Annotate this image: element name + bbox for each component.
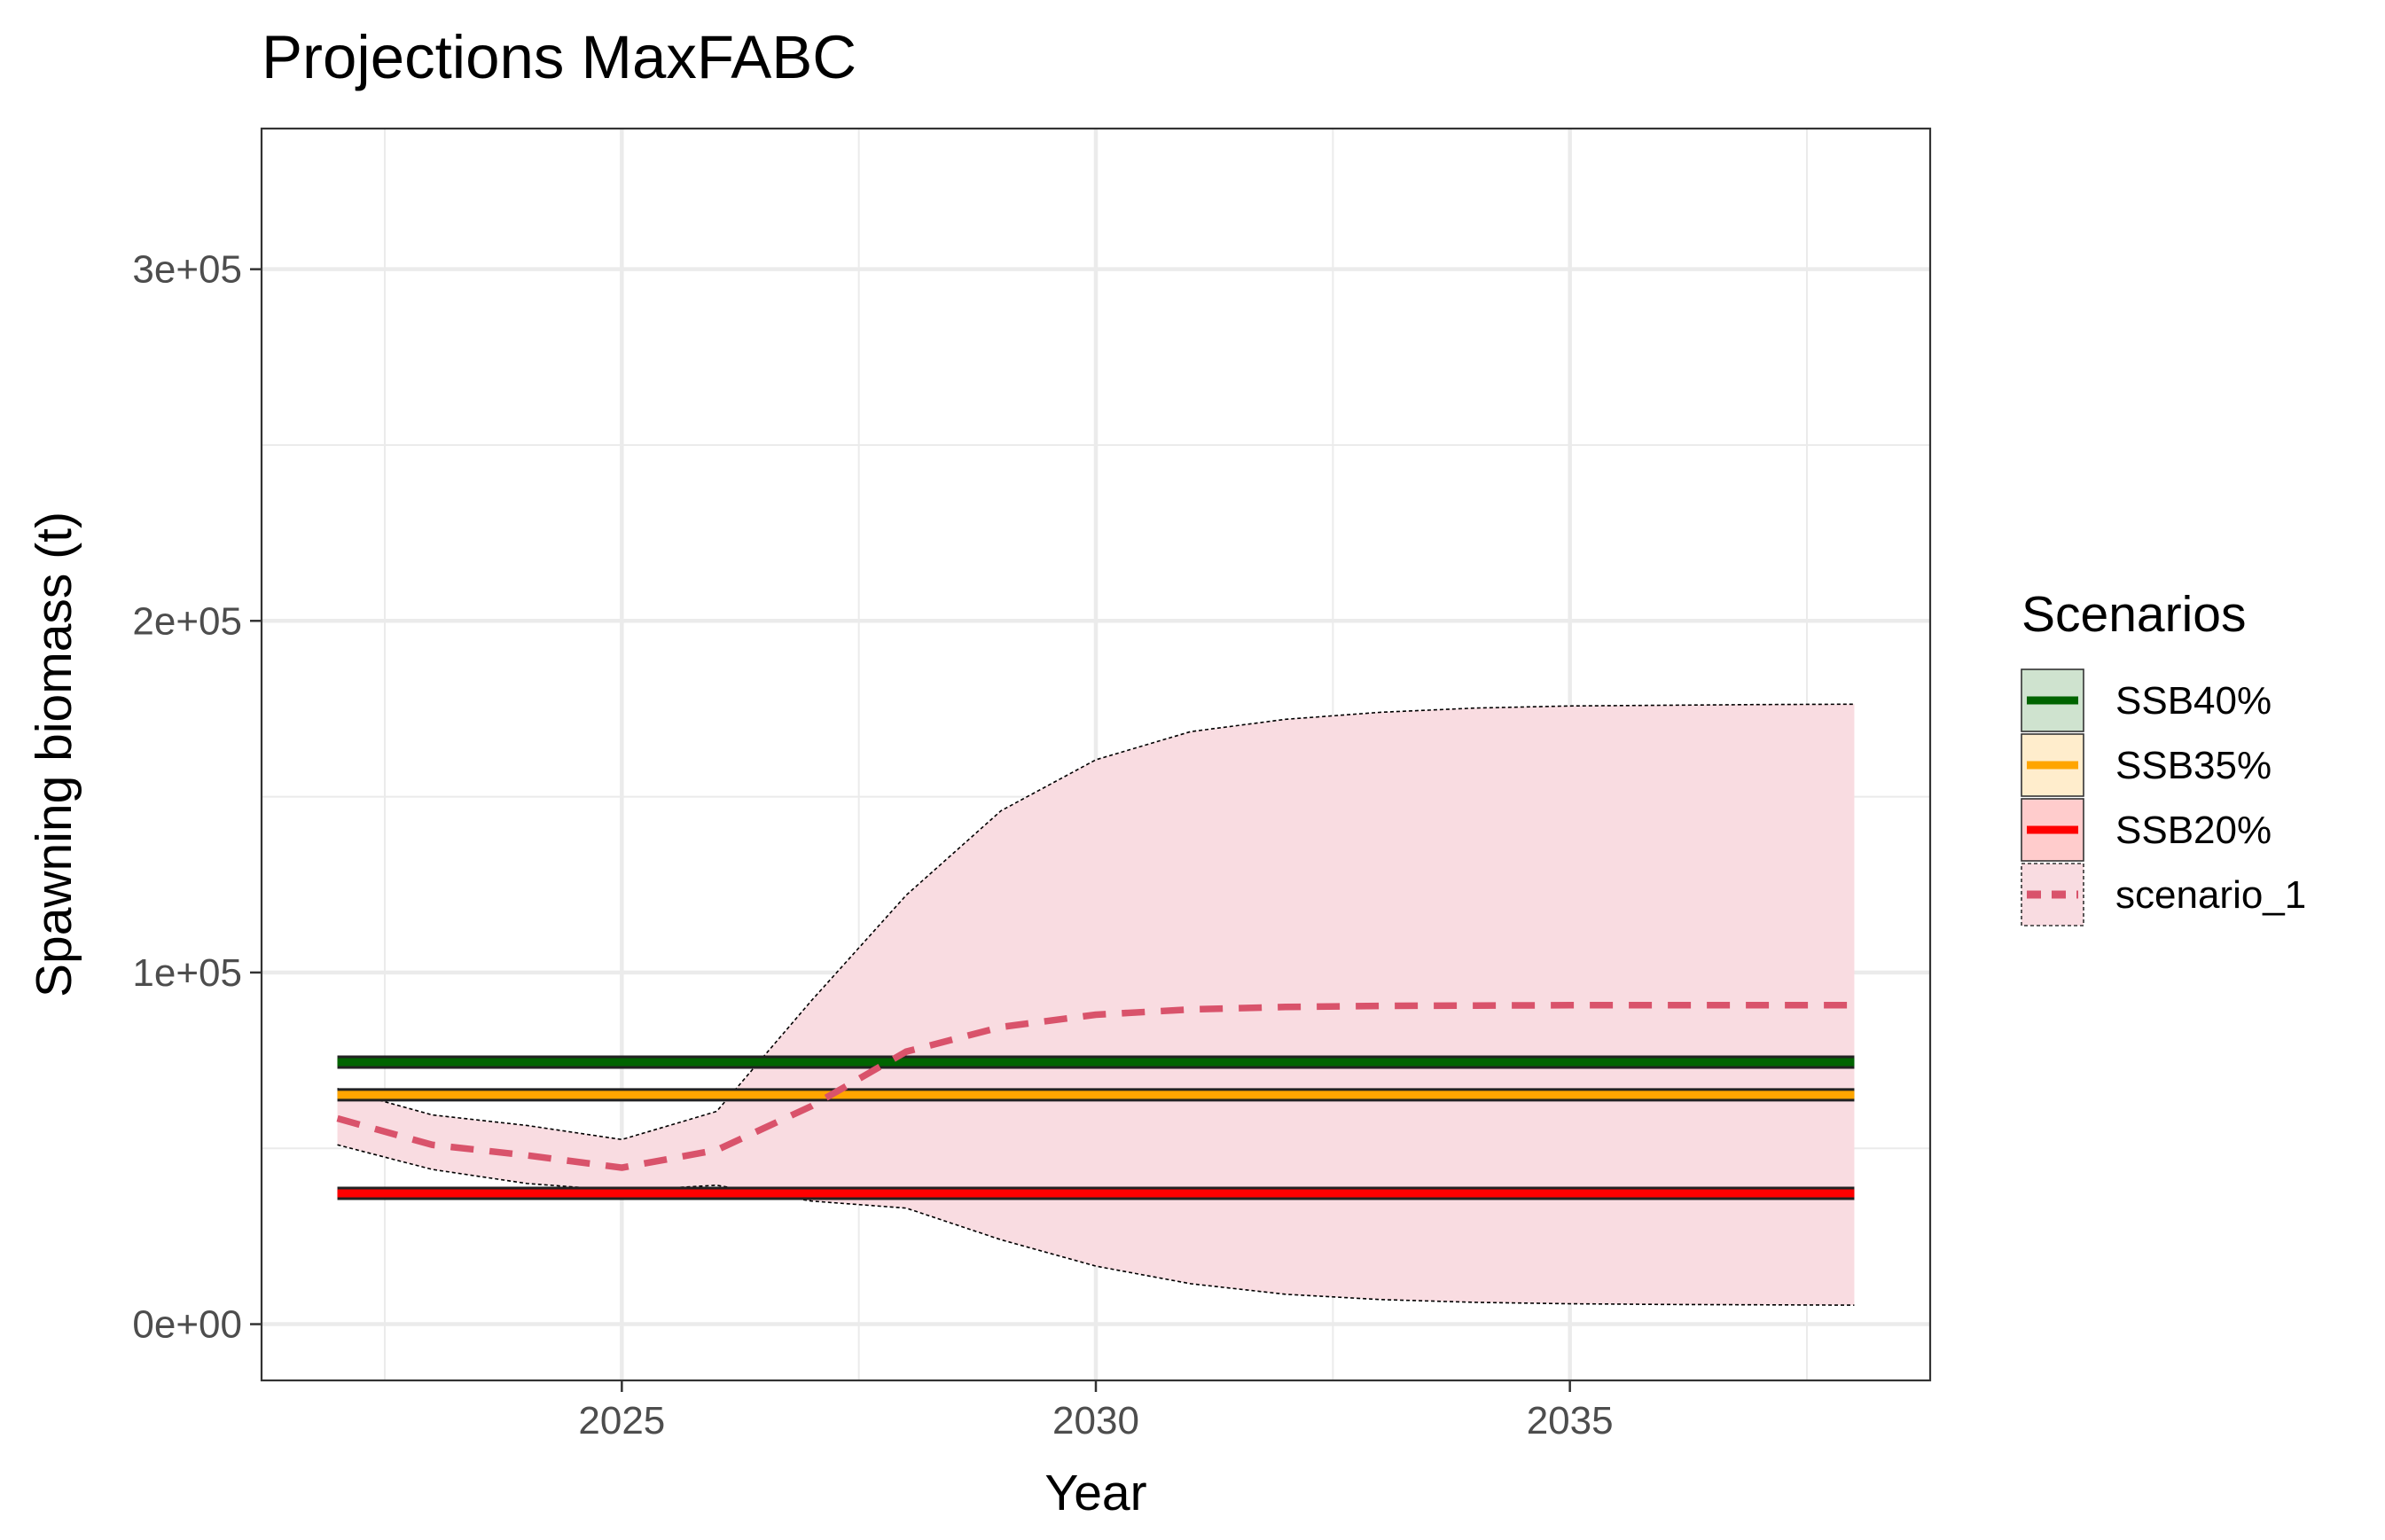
reference-lines (337, 1055, 1855, 1200)
y-tick-label: 2e+05 (132, 599, 242, 643)
legend-entries: SSB40% SSB35% SSB20% scenario_1 (2021, 668, 2306, 926)
y-axis-title: Spawning biomass (t) (26, 512, 82, 997)
y-axis: 0e+00 1e+05 2e+05 3e+05 (132, 248, 262, 1347)
legend-title: Scenarios (2021, 586, 2246, 643)
x-tick-label: 2025 (578, 1399, 665, 1442)
y-tick-label: 3e+05 (132, 248, 242, 292)
legend-label-ssb20: SSB20% (2115, 809, 2272, 852)
chart-title: Projections MaxFABC (262, 23, 856, 91)
ribbon-scenario_1 (337, 704, 1855, 1306)
plot-panel (260, 127, 1932, 1382)
y-tick-label: 1e+05 (132, 951, 242, 995)
ribbon-upper-bound-scenario_1 (337, 703, 1855, 1141)
legend-label-scenario-1: scenario_1 (2115, 873, 2306, 917)
legend: Scenarios SSB40% SSB35% SSB20% scenario_1 (2021, 586, 2306, 926)
y-tick-label: 0e+00 (132, 1303, 242, 1347)
x-tick-label: 2035 (1527, 1399, 1614, 1442)
x-axis: 2025 2030 2035 (578, 1380, 1614, 1442)
legend-label-ssb40: SSB40% (2115, 679, 2272, 723)
series-line-scenario_1 (336, 1002, 1855, 1171)
x-axis-title: Year (1044, 1465, 1146, 1521)
series-lines (336, 1002, 1855, 1171)
legend-label-ssb35: SSB35% (2115, 744, 2272, 787)
x-tick-label: 2030 (1052, 1399, 1139, 1442)
